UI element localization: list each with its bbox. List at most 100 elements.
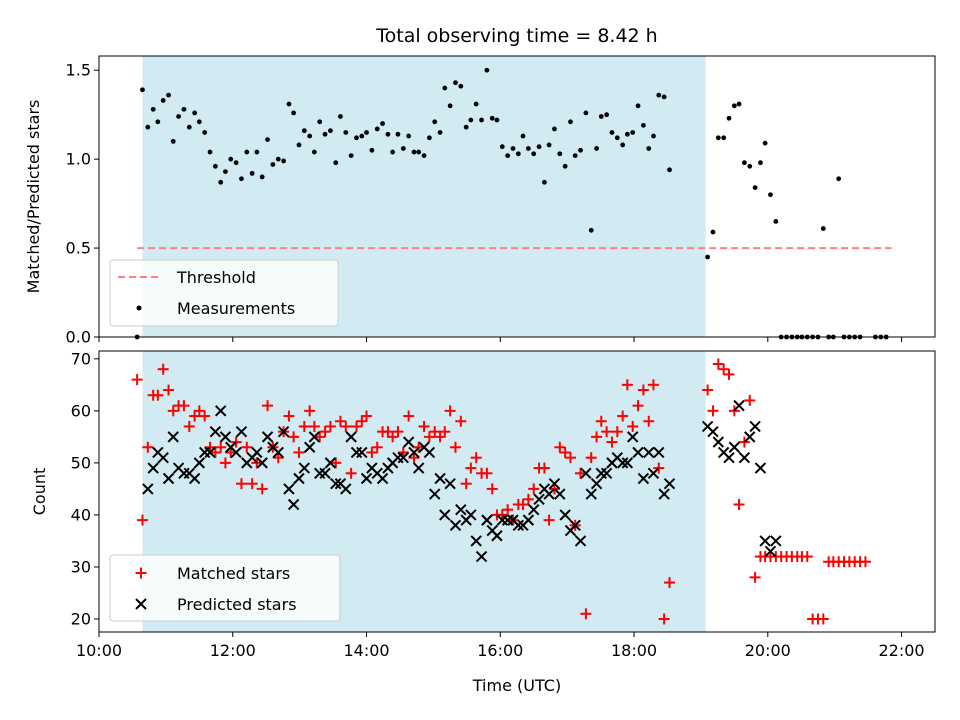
predicted-star-point <box>230 446 242 459</box>
matched-star-point <box>543 514 555 526</box>
x-tick-label: 10:00 <box>76 641 122 660</box>
y-tick-label: 70 <box>71 349 91 368</box>
matched-star-point <box>663 577 675 589</box>
measurement-point <box>447 103 453 109</box>
matched-star-point <box>749 571 761 583</box>
predicted-star-point <box>616 457 629 469</box>
predicted-star-point <box>434 472 446 485</box>
measurement-point <box>568 119 573 125</box>
matched-star-point <box>193 405 205 417</box>
matched-star-point <box>371 441 383 453</box>
matched-star-point <box>319 426 331 438</box>
measurement-point <box>510 146 516 151</box>
measurement-point <box>583 110 589 116</box>
predicted-star-point <box>293 472 305 485</box>
predicted-star-point <box>764 545 777 558</box>
matched-star-point <box>496 509 508 521</box>
measurement-point <box>557 151 563 157</box>
measurement-point <box>499 144 505 150</box>
top-axes-frame <box>98 55 936 338</box>
predicted-star-point <box>360 472 373 485</box>
predicted-star-point <box>663 477 676 490</box>
matched-star-point <box>324 420 336 432</box>
predicted-star-point <box>728 441 741 453</box>
bottom-legend: Matched stars Predicted stars <box>109 554 341 622</box>
measurement-point <box>489 115 495 121</box>
predicted-star-point <box>162 472 175 485</box>
matched-star-point <box>272 452 284 464</box>
predicted-star-point <box>303 441 316 453</box>
measurement-point <box>552 126 557 132</box>
predicted-star-point <box>319 467 331 479</box>
matched-star-point <box>350 420 362 432</box>
x-tick-label: 12:00 <box>210 641 256 660</box>
predicted-star-point <box>167 431 179 443</box>
measurement-point <box>641 122 646 128</box>
matched-star-point <box>517 499 529 511</box>
matched-star-point <box>653 462 665 474</box>
measurement-point <box>458 83 464 89</box>
predicted-star-point <box>637 472 650 485</box>
matched-star-point <box>455 415 467 427</box>
matched-star-point <box>178 400 190 412</box>
measurement-point <box>494 117 500 123</box>
measurement-point <box>406 133 412 139</box>
measurement-point <box>338 114 343 119</box>
matched-star-point <box>397 446 409 458</box>
measurement-point <box>542 179 547 185</box>
matched-legend-swatch <box>135 567 147 579</box>
matched-star-point <box>429 426 441 438</box>
top-x-axis <box>98 337 903 342</box>
measurement-point <box>525 146 531 151</box>
matched-star-point <box>817 613 829 625</box>
predicted-star-point <box>770 535 782 547</box>
predicted-star-point <box>653 446 665 459</box>
measurement-point <box>453 80 458 86</box>
measurement-point <box>731 103 737 109</box>
predicted-star-point <box>147 462 159 474</box>
predicted-star-point <box>643 446 655 459</box>
matched-star-point <box>470 452 482 464</box>
predicted-star-point <box>554 488 566 500</box>
measurement-point <box>736 101 742 107</box>
matched-star-point <box>575 467 587 479</box>
predicted-star-point <box>324 457 337 469</box>
matched-star-point <box>241 441 253 453</box>
measurement-point <box>635 103 641 109</box>
predicted-star-point <box>658 488 670 500</box>
x-tick-label: 22:00 <box>879 641 925 660</box>
measurement-point <box>572 153 578 158</box>
measurement-point <box>562 163 568 169</box>
predicted-star-point <box>439 509 451 521</box>
measurement-point <box>667 167 672 173</box>
matched-star-point <box>465 462 477 474</box>
matched-star-point <box>738 436 750 448</box>
matched-star-point <box>744 394 756 406</box>
predicted-star-point <box>465 509 477 521</box>
measurement-point <box>150 106 156 112</box>
measurement-point <box>661 94 667 100</box>
measurement-point <box>166 92 171 98</box>
matched-star-point <box>152 389 164 401</box>
measurement-point <box>426 135 432 141</box>
predicted-star-point <box>408 446 420 459</box>
matched-star-point <box>460 478 472 490</box>
measurement-point <box>380 121 385 126</box>
matched-star-point <box>142 441 154 453</box>
predicted-star-point <box>569 519 581 532</box>
predicted-star-point <box>251 446 263 459</box>
matched-star-point <box>647 379 659 391</box>
measurement-point <box>155 119 161 125</box>
measurement-point <box>752 185 758 191</box>
predicted-star-point <box>298 462 311 474</box>
measurement-point <box>328 128 333 134</box>
measurement-point <box>259 174 265 180</box>
measurement-point <box>768 192 773 198</box>
x-tick-label: 20:00 <box>745 641 791 660</box>
measurement-point <box>505 153 511 158</box>
predicted-star-point <box>481 514 493 526</box>
matched-star-point <box>219 457 231 469</box>
predicted-star-point <box>308 431 321 443</box>
matched-star-point <box>627 420 639 432</box>
matched-star-point <box>167 405 179 417</box>
